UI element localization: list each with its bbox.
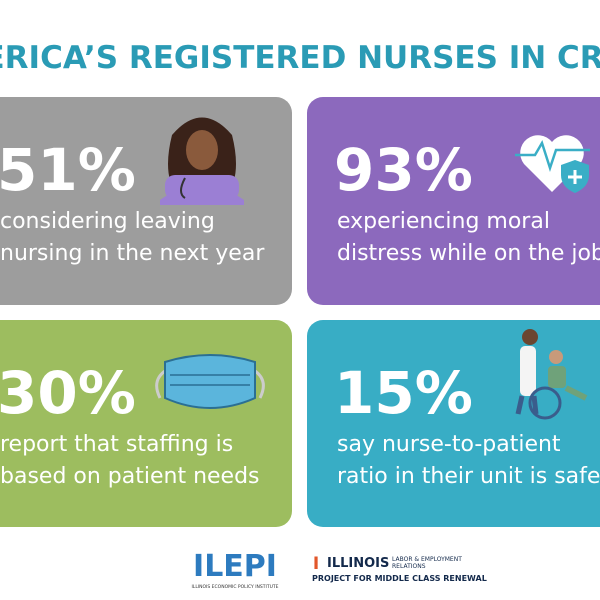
illinois-dept: LABOR & EMPLOYMENT: [392, 556, 462, 563]
project-name: PROJECT FOR MIDDLE CLASS RENEWAL: [312, 574, 487, 583]
ilepi-name: ILLINOIS ECONOMIC POLICY INSTITUTE: [191, 584, 278, 590]
stat-text: ratio in their unit is safe: [337, 464, 600, 489]
cards: 51% considering leaving nursing in the nex…: [0, 136, 600, 489]
title: AMERICA’S REGISTERED NURSES IN CRISIS: [0, 40, 600, 76]
heart-icon: [515, 135, 590, 193]
ilepi-logo: ILEPI: [193, 549, 277, 584]
nurse-icon: [160, 117, 244, 205]
stat: 15%: [334, 359, 473, 427]
stat-text: nursing in the next year: [0, 241, 265, 266]
illinois-name: ILLINOIS: [327, 556, 389, 571]
stat: 93%: [334, 136, 473, 204]
stat: 30%: [0, 359, 136, 427]
stat-text: experiencing moral: [337, 209, 550, 234]
stat-text: considering leaving: [0, 209, 215, 234]
mask-icon: [155, 354, 265, 409]
stat-text: say nurse-to-patient: [337, 432, 561, 457]
stat-text: based on patient needs: [0, 464, 260, 489]
illinois-mark: I: [313, 554, 319, 574]
stat-text: distress while on the job: [337, 241, 600, 266]
stat: 51%: [0, 136, 136, 204]
illinois-dept: RELATIONS: [392, 563, 426, 570]
wheelchair-icon: [515, 329, 588, 420]
stat-text: report that staffing is: [0, 432, 233, 457]
